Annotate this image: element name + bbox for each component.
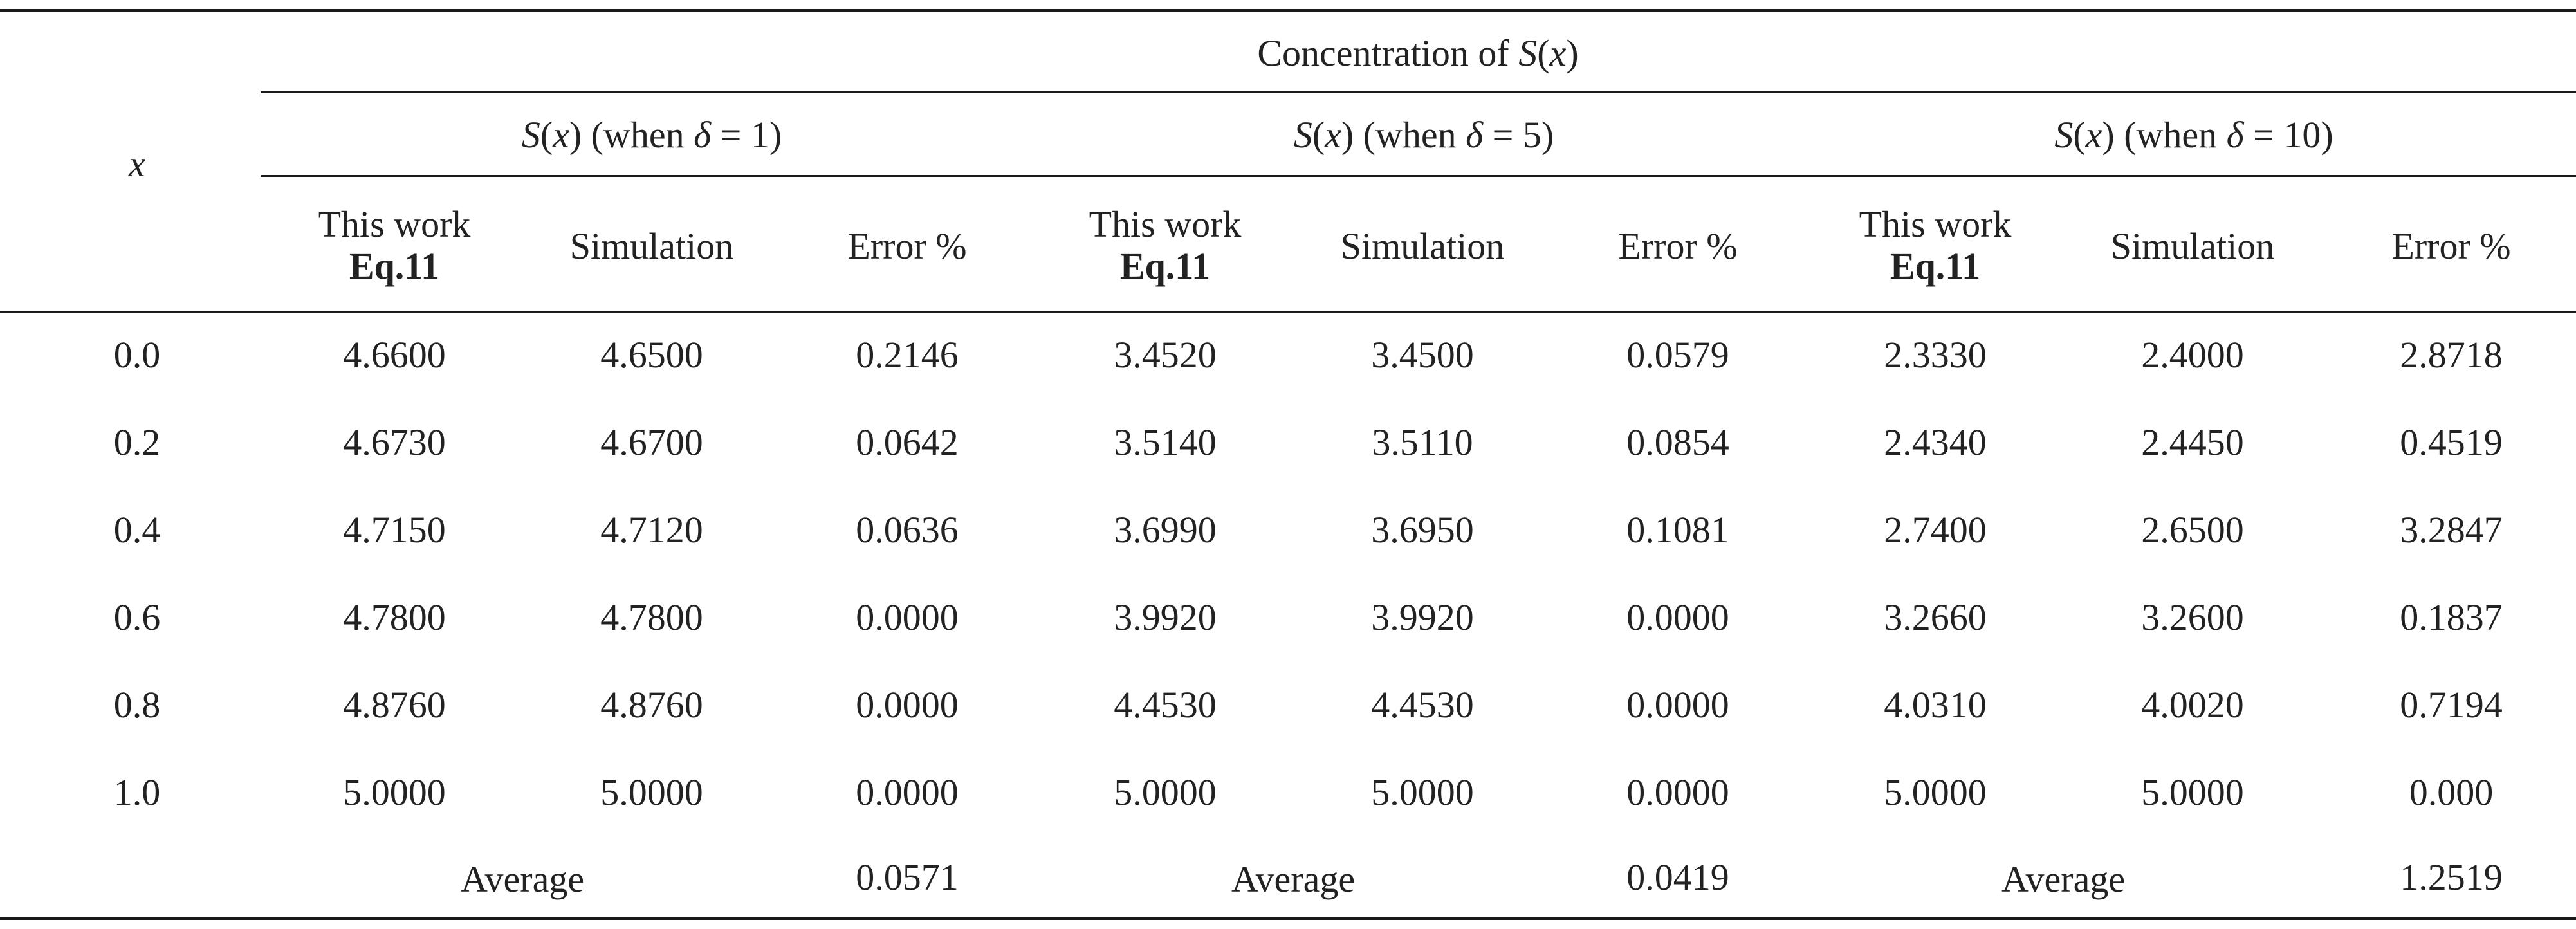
- average-value-delta-10: 1.2519: [2400, 856, 2503, 898]
- value-cell: 3.4520: [1114, 334, 1217, 376]
- value-cell: 5.0000: [343, 771, 446, 813]
- value-cell: 4.4530: [1371, 684, 1474, 726]
- value-cell: 3.5110: [1372, 421, 1473, 463]
- value-cell: 4.0020: [2141, 684, 2244, 726]
- value-cell: 0.2146: [856, 334, 959, 376]
- value-cell: 0.1081: [1626, 509, 1729, 551]
- col-header-error: Error %: [1618, 225, 1738, 267]
- value-cell: 3.9920: [1114, 596, 1217, 638]
- value-cell: 0.0642: [856, 421, 959, 463]
- value-cell: 5.0000: [2141, 771, 2244, 813]
- value-cell: 0.4519: [2400, 421, 2503, 463]
- value-cell: 2.8718: [2400, 334, 2503, 376]
- value-cell: 4.6700: [600, 421, 703, 463]
- value-cell: 5.0000: [1371, 771, 1474, 813]
- value-cell: 0.0000: [856, 684, 959, 726]
- value-cell: 3.6990: [1114, 509, 1217, 551]
- bottom-rule: [0, 917, 2576, 920]
- value-cell: 2.3330: [1884, 334, 1987, 376]
- average-label-delta-1: Average: [460, 858, 585, 900]
- value-cell: 5.0000: [1114, 771, 1217, 813]
- concentration-group-header: Concentration of S(x): [1257, 32, 1579, 74]
- value-cell: 4.6500: [600, 334, 703, 376]
- value-cell: 4.8760: [600, 684, 703, 726]
- value-cell: 4.7800: [343, 596, 446, 638]
- value-cell: 0.000: [2409, 771, 2494, 813]
- subgroup-rule: [261, 175, 2576, 177]
- col-header-simulation: Simulation: [569, 225, 734, 267]
- average-label-delta-5: Average: [1231, 858, 1356, 900]
- col-header-simulation: Simulation: [2110, 225, 2275, 267]
- col-header-simulation: Simulation: [1340, 225, 1505, 267]
- col-header-error: Error %: [847, 225, 967, 267]
- value-cell: 0.0854: [1626, 421, 1729, 463]
- header-bottom-rule: [0, 311, 2576, 313]
- value-cell: 0.0636: [856, 509, 959, 551]
- value-cell: 2.7400: [1884, 509, 1987, 551]
- value-cell: 4.4530: [1114, 684, 1217, 726]
- top-rule: [0, 9, 2576, 12]
- value-cell: 0.0000: [1626, 684, 1729, 726]
- x-value-cell: 0.0: [113, 334, 161, 376]
- value-cell: 2.6500: [2141, 509, 2244, 551]
- subgroup-header-delta-10: S(x) (when δ = 10): [2054, 114, 2333, 156]
- value-cell: 0.0579: [1626, 334, 1729, 376]
- group-rule: [261, 91, 2576, 93]
- average-value-delta-1: 0.0571: [856, 856, 959, 898]
- value-cell: 3.9920: [1371, 596, 1474, 638]
- value-cell: 4.6730: [343, 421, 446, 463]
- value-cell: 3.6950: [1371, 509, 1474, 551]
- value-cell: 0.0000: [856, 771, 959, 813]
- x-value-cell: 0.2: [113, 421, 161, 463]
- value-cell: 0.0000: [1626, 771, 1729, 813]
- value-cell: 3.2660: [1884, 596, 1987, 638]
- x-column-header: x: [129, 143, 145, 185]
- col-header-this-work: This work Eq.11: [318, 203, 471, 287]
- value-cell: 4.7800: [600, 596, 703, 638]
- col-header-error: Error %: [2391, 225, 2511, 267]
- value-cell: 0.0000: [856, 596, 959, 638]
- value-cell: 3.2600: [2141, 596, 2244, 638]
- value-cell: 2.4000: [2141, 334, 2244, 376]
- value-cell: 3.5140: [1114, 421, 1217, 463]
- x-value-cell: 0.8: [113, 684, 161, 726]
- value-cell: 5.0000: [1884, 771, 1987, 813]
- col-header-this-work: This work Eq.11: [1089, 203, 1242, 287]
- x-value-cell: 0.4: [113, 509, 161, 551]
- average-value-delta-5: 0.0419: [1626, 856, 1729, 898]
- value-cell: 5.0000: [600, 771, 703, 813]
- value-cell: 2.4450: [2141, 421, 2244, 463]
- x-value-cell: 0.6: [113, 596, 161, 638]
- value-cell: 4.0310: [1884, 684, 1987, 726]
- value-cell: 0.7194: [2400, 684, 2503, 726]
- value-cell: 4.8760: [343, 684, 446, 726]
- subgroup-header-delta-5: S(x) (when δ = 5): [1293, 114, 1554, 156]
- value-cell: 4.6600: [343, 334, 446, 376]
- value-cell: 0.0000: [1626, 596, 1729, 638]
- value-cell: 4.7150: [343, 509, 446, 551]
- col-header-this-work: This work Eq.11: [1859, 203, 2012, 287]
- average-label-delta-10: Average: [2001, 858, 2126, 900]
- value-cell: 4.7120: [600, 509, 703, 551]
- value-cell: 2.4340: [1884, 421, 1987, 463]
- value-cell: 0.1837: [2400, 596, 2503, 638]
- value-cell: 3.2847: [2400, 509, 2503, 551]
- value-cell: 3.4500: [1371, 334, 1474, 376]
- x-value-cell: 1.0: [113, 771, 161, 813]
- subgroup-header-delta-1: S(x) (when δ = 1): [521, 114, 782, 156]
